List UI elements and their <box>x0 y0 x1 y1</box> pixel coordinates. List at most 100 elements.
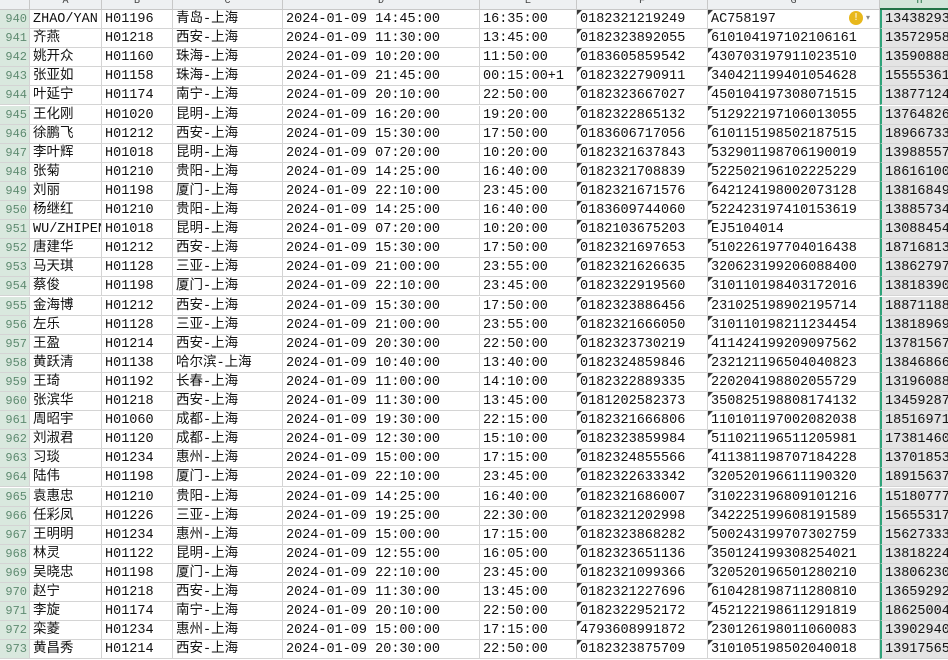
cell-A[interactable]: 唐建华 <box>30 239 102 259</box>
cell-B[interactable]: H01212 <box>102 239 173 259</box>
column-header-G[interactable]: G <box>708 0 880 10</box>
cell-D[interactable]: 2024-01-09 11:30:00 <box>283 583 480 603</box>
row-header[interactable]: 954 <box>0 277 30 297</box>
cell-B[interactable]: H01218 <box>102 29 173 49</box>
cell-D[interactable]: 2024-01-09 20:10:00 <box>283 86 480 106</box>
cell-C[interactable]: 珠海-上海 <box>173 48 283 68</box>
cell-G[interactable]: 342225199608191589 <box>708 506 880 526</box>
cell-H[interactable]: 13902940 <box>880 621 948 641</box>
row-header[interactable]: 962 <box>0 430 30 450</box>
cell-E[interactable]: 17:50:00 <box>480 124 577 144</box>
cell-B[interactable]: H01018 <box>102 220 173 240</box>
cell-A[interactable]: 周昭宇 <box>30 411 102 431</box>
cell-G[interactable]: 310110198403172016 <box>708 277 880 297</box>
row-header[interactable]: 950 <box>0 201 30 221</box>
cell-E[interactable]: 16:40:00 <box>480 487 577 507</box>
cell-C[interactable]: 昆明-上海 <box>173 544 283 564</box>
cell-D[interactable]: 2024-01-09 11:00:00 <box>283 372 480 392</box>
cell-G[interactable]: 110101197002082038 <box>708 411 880 431</box>
cell-E[interactable]: 14:10:00 <box>480 372 577 392</box>
cell-B[interactable]: H01234 <box>102 525 173 545</box>
cell-F[interactable]: 0182322889335 <box>577 372 708 392</box>
row-header[interactable]: 947 <box>0 143 30 163</box>
cell-D[interactable]: 2024-01-09 22:10:00 <box>283 563 480 583</box>
cell-F[interactable]: 0182322865132 <box>577 105 708 125</box>
cell-B[interactable]: H01158 <box>102 67 173 87</box>
cell-E[interactable]: 13:45:00 <box>480 29 577 49</box>
cell-A[interactable]: 杨继红 <box>30 201 102 221</box>
column-header-A[interactable]: A <box>30 0 102 10</box>
cell-H[interactable]: 18966733 <box>880 124 948 144</box>
cell-F[interactable]: 0182321686007 <box>577 487 708 507</box>
row-header[interactable]: 960 <box>0 392 30 412</box>
cell-F[interactable]: 0182323667027 <box>577 86 708 106</box>
cell-A[interactable]: 齐燕 <box>30 29 102 49</box>
cell-H[interactable]: 18871188 <box>880 296 948 316</box>
cell-H[interactable]: 13659292 <box>880 583 948 603</box>
row-header[interactable]: 942 <box>0 48 30 68</box>
cell-A[interactable]: 吴晓忠 <box>30 563 102 583</box>
cell-G[interactable]: 340421199401054628 <box>708 67 880 87</box>
cell-E[interactable]: 13:45:00 <box>480 392 577 412</box>
cell-F[interactable]: 0182321202998 <box>577 506 708 526</box>
row-header[interactable]: 963 <box>0 449 30 469</box>
cell-E[interactable]: 17:50:00 <box>480 239 577 259</box>
cell-G[interactable]: 310105198502040018 <box>708 640 880 660</box>
cell-G[interactable]: 610104197102106161 <box>708 29 880 49</box>
cell-H[interactable]: 13701853 <box>880 449 948 469</box>
cell-A[interactable]: ZHAO/YAN <box>30 10 102 30</box>
cell-G[interactable]: 510226197704016438 <box>708 239 880 259</box>
cell-E[interactable]: 16:05:00 <box>480 544 577 564</box>
cell-B[interactable]: H01198 <box>102 181 173 201</box>
cell-C[interactable]: 三亚-上海 <box>173 258 283 278</box>
row-header[interactable]: 941 <box>0 29 30 49</box>
cell-E[interactable]: 13:45:00 <box>480 583 577 603</box>
cell-H[interactable]: 18716813 <box>880 239 948 259</box>
cell-E[interactable]: 23:45:00 <box>480 277 577 297</box>
cell-H[interactable]: 13885734 <box>880 201 948 221</box>
cell-E[interactable]: 11:50:00 <box>480 48 577 68</box>
cell-H[interactable]: 18616100 <box>880 162 948 182</box>
row-header[interactable]: 944 <box>0 86 30 106</box>
cell-C[interactable]: 南宁-上海 <box>173 602 283 622</box>
cell-C[interactable]: 贵阳-上海 <box>173 201 283 221</box>
cell-B[interactable]: H01128 <box>102 258 173 278</box>
cell-H[interactable]: 13846866 <box>880 353 948 373</box>
cell-H[interactable]: 15555361 <box>880 67 948 87</box>
cell-B[interactable]: H01018 <box>102 143 173 163</box>
cell-D[interactable]: 2024-01-09 22:10:00 <box>283 468 480 488</box>
cell-A[interactable]: 赵宁 <box>30 583 102 603</box>
cell-G[interactable]: 231025198902195714 <box>708 296 880 316</box>
cell-B[interactable]: H01214 <box>102 640 173 660</box>
cell-C[interactable]: 厦门-上海 <box>173 563 283 583</box>
cell-B[interactable]: H01160 <box>102 48 173 68</box>
cell-F[interactable]: 0182321626635 <box>577 258 708 278</box>
cell-F[interactable]: 0182321099366 <box>577 563 708 583</box>
cell-C[interactable]: 珠海-上海 <box>173 67 283 87</box>
row-header[interactable]: 953 <box>0 258 30 278</box>
cell-C[interactable]: 三亚-上海 <box>173 506 283 526</box>
cell-E[interactable]: 10:20:00 <box>480 143 577 163</box>
cell-D[interactable]: 2024-01-09 15:00:00 <box>283 449 480 469</box>
cell-H[interactable]: 13088454 <box>880 220 948 240</box>
cell-E[interactable]: 10:20:00 <box>480 220 577 240</box>
cell-B[interactable]: H01234 <box>102 621 173 641</box>
row-header[interactable]: 970 <box>0 583 30 603</box>
cell-A[interactable]: 李旋 <box>30 602 102 622</box>
cell-D[interactable]: 2024-01-09 15:00:00 <box>283 525 480 545</box>
cell-A[interactable]: 张滨华 <box>30 392 102 412</box>
cell-E[interactable]: 22:50:00 <box>480 602 577 622</box>
cell-F[interactable]: 0182324859846 <box>577 353 708 373</box>
cell-B[interactable]: H01174 <box>102 602 173 622</box>
cell-B[interactable]: H01128 <box>102 315 173 335</box>
cell-C[interactable]: 昆明-上海 <box>173 143 283 163</box>
cell-G[interactable]: 220204198802055729 <box>708 372 880 392</box>
row-header[interactable]: 952 <box>0 239 30 259</box>
column-header-H[interactable]: H <box>880 0 948 10</box>
cell-E[interactable]: 16:40:00 <box>480 162 577 182</box>
cell-D[interactable]: 2024-01-09 15:30:00 <box>283 124 480 144</box>
cell-A[interactable]: 袁惠忠 <box>30 487 102 507</box>
cell-F[interactable]: 0182321666806 <box>577 411 708 431</box>
cell-D[interactable]: 2024-01-09 11:30:00 <box>283 29 480 49</box>
cell-E[interactable]: 15:10:00 <box>480 430 577 450</box>
